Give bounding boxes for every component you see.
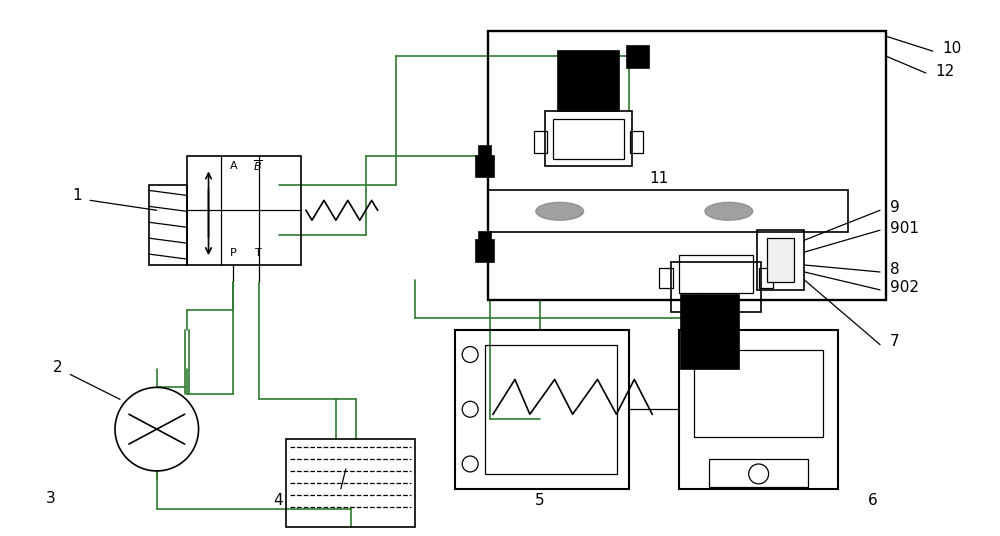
Bar xyxy=(479,232,491,242)
Text: $\overline{B}$: $\overline{B}$ xyxy=(253,158,263,173)
Text: 4: 4 xyxy=(273,493,283,508)
Bar xyxy=(545,111,632,166)
Bar xyxy=(694,349,823,437)
Text: 3: 3 xyxy=(45,492,55,507)
Bar xyxy=(767,238,794,282)
Text: 11: 11 xyxy=(650,171,669,186)
Bar xyxy=(476,155,494,177)
Text: 6: 6 xyxy=(868,493,878,508)
Bar xyxy=(679,330,838,489)
Bar xyxy=(757,230,804,290)
Bar xyxy=(455,330,629,489)
Bar xyxy=(671,262,761,312)
Text: 7: 7 xyxy=(890,334,900,349)
Text: 12: 12 xyxy=(936,64,955,79)
Text: P: P xyxy=(230,248,237,258)
Bar xyxy=(630,131,643,153)
Bar xyxy=(627,46,649,68)
Text: 902: 902 xyxy=(890,280,919,295)
Text: A: A xyxy=(230,161,237,170)
Ellipse shape xyxy=(536,203,584,220)
Bar xyxy=(679,255,753,293)
Bar xyxy=(759,268,773,288)
Bar xyxy=(479,146,491,158)
Text: 5: 5 xyxy=(535,493,545,508)
Text: 2: 2 xyxy=(52,360,62,375)
Bar xyxy=(553,119,624,159)
Bar xyxy=(286,439,415,527)
Text: 10: 10 xyxy=(943,41,962,56)
Bar xyxy=(681,295,739,369)
Text: 1: 1 xyxy=(72,188,82,203)
Bar xyxy=(149,185,187,265)
Bar xyxy=(659,268,673,288)
Ellipse shape xyxy=(705,203,753,220)
Bar xyxy=(488,31,886,300)
Bar xyxy=(187,155,301,265)
Text: 9: 9 xyxy=(890,200,900,215)
Bar xyxy=(488,190,848,232)
Text: 8: 8 xyxy=(890,263,900,278)
Bar xyxy=(476,240,494,262)
Bar xyxy=(558,51,619,111)
Text: T: T xyxy=(255,248,262,258)
Bar xyxy=(534,131,547,153)
Text: 901: 901 xyxy=(890,221,919,236)
Bar xyxy=(485,345,617,474)
Bar xyxy=(709,459,808,487)
